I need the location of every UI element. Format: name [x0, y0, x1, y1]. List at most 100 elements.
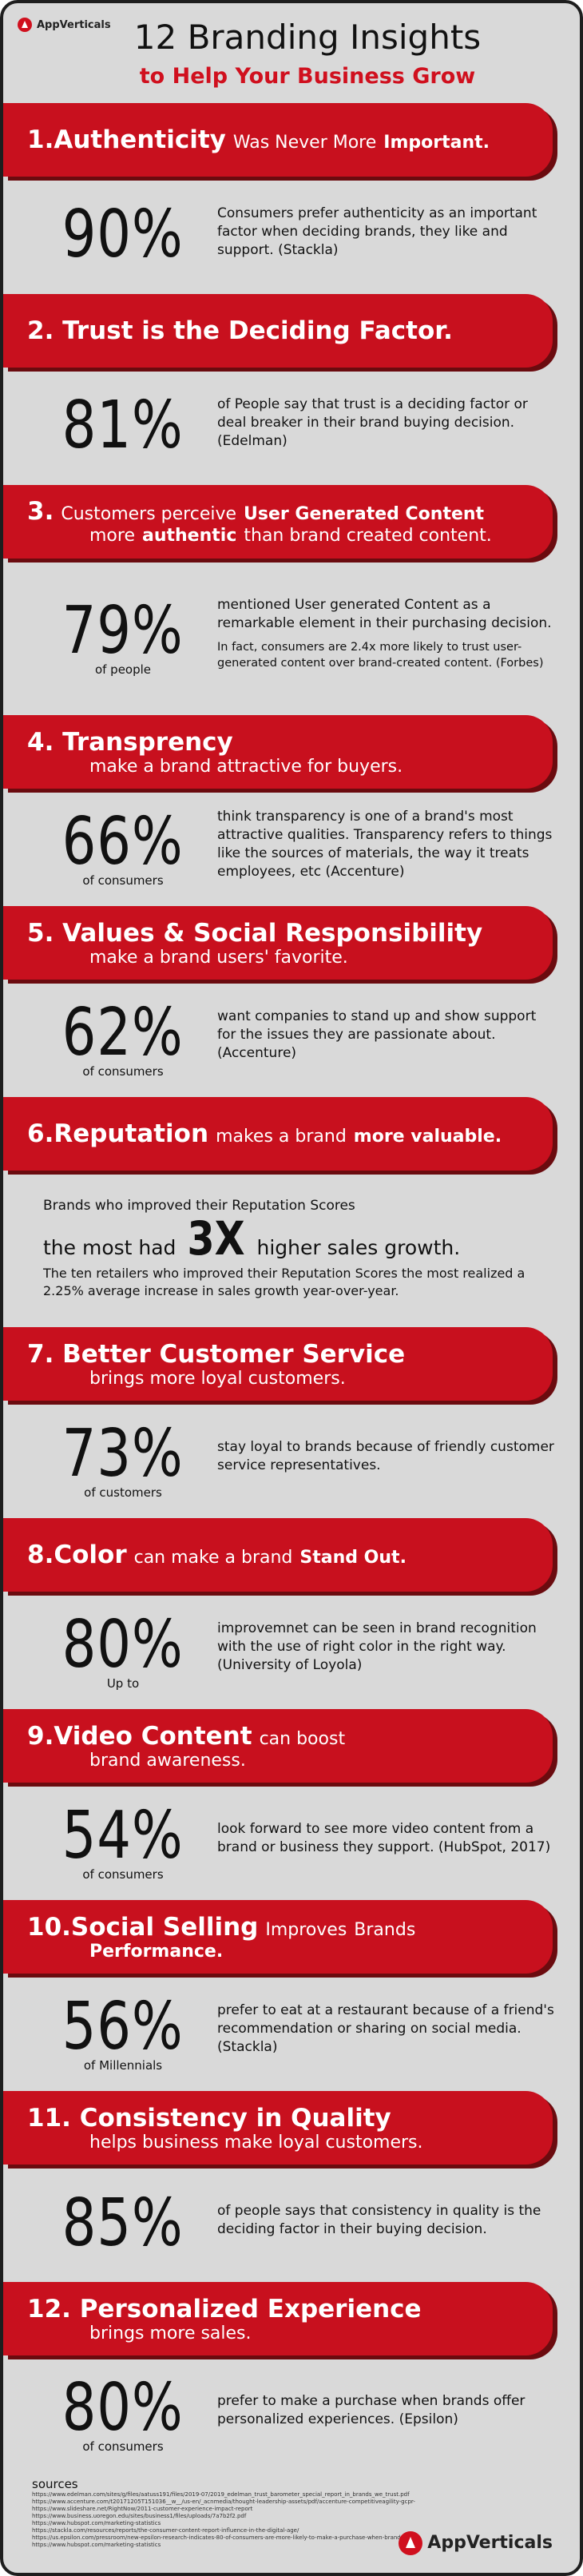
description-text: want companies to stand up and show supp… [217, 1008, 537, 1062]
section-banner: 3. Customers perceive User Generated Conte… [3, 484, 553, 559]
section-banner: 11. Consistency in Quality helps business… [3, 2091, 553, 2165]
source-url: https://www.hubspot.com/marketing-statis… [32, 2519, 161, 2526]
stat-block: 80% of consumers prefer to make a purchase… [3, 2358, 580, 2471]
section-banner: 7. Better Customer Service brings more lo… [3, 1327, 553, 1401]
heading-line: 12. Personalized Experience [27, 2295, 537, 2324]
stat-description: The ten retailers who improved their Rep… [43, 1266, 525, 1299]
section-banner: 9.Video Content can boost brand awareness. [3, 1709, 553, 1783]
heading-part: 11. Consistency in Quality [27, 2103, 391, 2133]
stat-number-wrap: 62% of consumers [43, 998, 203, 1079]
stat-block: 56% of Millennials prefer to eat at a rest… [3, 1976, 580, 2089]
stat-number-wrap: 81% [43, 392, 203, 460]
heading-part: 8.Color [27, 1540, 127, 1570]
heading-line: make a brand attractive for buyers. [27, 757, 537, 777]
description-text: prefer to make a purchase when brands of… [217, 2393, 525, 2428]
stat-block: 73% of customers stay loyal to brands beca… [3, 1403, 580, 1516]
heading-part: authentic [142, 526, 237, 547]
stat-description: prefer to make a purchase when brands of… [203, 2392, 556, 2435]
stat-label: Up to [106, 1676, 140, 1691]
stat-block: 66% of consumers think transparency is one… [3, 791, 580, 904]
heading-line: 9.Video Content can boost [27, 1722, 537, 1751]
heading-part: Important. [383, 133, 490, 153]
heading-line: brand awareness. [27, 1751, 537, 1771]
stat-number: 85% [62, 2184, 184, 2261]
section-banner: 8.Color can make a brand Stand Out. [3, 1518, 553, 1592]
section-banner: 10.Social Selling Improves Brands Performan… [3, 1900, 553, 1974]
stat-number-wrap: 66% of consumers [43, 807, 203, 888]
stat-number: 90% [62, 197, 184, 273]
stat-description: improvemnet can be seen in brand recogni… [203, 1620, 556, 1681]
stat-description: look forward to see more video content f… [203, 1820, 556, 1863]
description-text: stay loyal to brands because of friendly… [217, 1438, 554, 1473]
heading-part: 2. Trust is the Deciding Factor. [27, 316, 453, 345]
stat-number-wrap: 79% of people [43, 597, 203, 678]
stat-label: of Millennials [83, 2057, 163, 2073]
source-url: https://www.slideshare.net/RightNow/2011… [32, 2505, 253, 2512]
stat-number-wrap: 73% of customers [43, 1419, 203, 1500]
heading-part: Performance. [89, 1941, 224, 1962]
stat-description: think transparency is one of a brand's m… [203, 808, 556, 888]
heading-part: make a brand users' favorite. [89, 947, 348, 968]
description-text: In fact, consumers are 2.4x more likely … [217, 641, 544, 670]
stat-label: of consumers [82, 1866, 164, 1882]
subtitle: to Help Your Business Grow [139, 64, 476, 89]
heading-line: 5. Values & Social Responsibility [27, 919, 537, 948]
stat-lead: Brands who improved their Reputation Sco… [43, 1198, 355, 1214]
heading-line: brings more sales. [27, 2324, 537, 2343]
heading-part: more [89, 526, 135, 547]
heading-part: 4. Transprency [27, 727, 233, 757]
heading-line: 3. Customers perceive User Generated Conte… [27, 497, 537, 526]
heading-part: User Generated Content [244, 504, 485, 525]
heading-part: brand awareness. [89, 1750, 246, 1771]
stat-label: of consumers [82, 2439, 164, 2455]
heading-part: 1.Authenticity [27, 125, 226, 154]
source-url: https://us.epsilon.com/pressroom/new-eps… [32, 2534, 415, 2541]
stat-description: mentioned User generated Content as a re… [203, 596, 556, 678]
heading-line: 6.Reputation makes a brand more valuable. [27, 1119, 537, 1148]
stat-number-wrap: 85% [43, 2184, 203, 2261]
heading-line: 1.Authenticity Was Never More Important. [27, 125, 537, 154]
sources-list: https://www.edelman.com/sites/g/files/aa… [32, 2491, 580, 2549]
stat-description: prefer to eat at a restaurant because of… [203, 2002, 556, 2063]
heading-part: can boost [259, 1728, 346, 1749]
source-url: https://stackla.com/resources/reports/th… [32, 2526, 299, 2534]
stat-number: 3X [187, 1211, 246, 1266]
heading-line: Performance. [27, 1942, 537, 1962]
heading-line: helps business make loyal customers. [27, 2133, 537, 2153]
logo-text: AppVerticals [427, 2533, 553, 2554]
stat-description: of People say that trust is a deciding f… [203, 396, 556, 457]
heading-part: than brand created content. [244, 526, 492, 547]
stat-block: 62% of consumers want companies to stand u… [3, 982, 580, 1095]
stat-prefix: the most had [43, 1236, 176, 1260]
heading-part: Was Never More [232, 133, 377, 153]
description-text: of People say that trust is a deciding f… [217, 396, 528, 449]
heading-part: 6.Reputation [27, 1119, 209, 1149]
heading-part: can make a brand [133, 1548, 293, 1568]
stat-label: of consumers [82, 873, 164, 888]
description-text: look forward to see more video content f… [217, 1820, 551, 1855]
stat-number-wrap: 90% [43, 201, 203, 269]
heading-line: 7. Better Customer Service [27, 1340, 537, 1369]
logo-icon [18, 18, 32, 32]
heading-part: 9.Video Content [27, 1721, 252, 1751]
stat-number-wrap: 56% of Millennials [43, 1992, 203, 2073]
section-banner: 4. Transprency make a brand attractive fo… [3, 715, 553, 789]
source-url: https://www.business.uoregon.edu/sites/b… [32, 2512, 247, 2519]
heading-line: 8.Color can make a brand Stand Out. [27, 1540, 537, 1569]
heading-part: brings more sales. [89, 2323, 252, 2343]
heading-part: 10.Social Selling [27, 1912, 259, 1942]
heading-part: 3. [27, 497, 54, 527]
stat-block: 54% of consumers look forward to see more … [3, 1785, 580, 1898]
description-text: prefer to eat at a restaurant because of… [217, 2002, 554, 2056]
heading-part: brings more loyal customers. [89, 1368, 346, 1389]
stat-label: of people [94, 662, 152, 678]
source-url: https://www.edelman.com/sites/g/files/aa… [32, 2491, 410, 2498]
heading-line: make a brand users' favorite. [27, 948, 537, 968]
stat-number-wrap: 80% of consumers [43, 2374, 203, 2455]
heading-part: Brands [354, 1919, 416, 1940]
section-banner: 6.Reputation makes a brand more valuable. [3, 1097, 553, 1171]
stat-number: 81% [62, 388, 184, 464]
heading-part: 12. Personalized Experience [27, 2294, 422, 2324]
